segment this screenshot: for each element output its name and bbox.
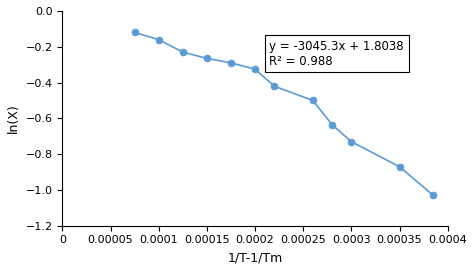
Text: y = -3045.3x + 1.8038
R² = 0.988: y = -3045.3x + 1.8038 R² = 0.988 — [269, 40, 404, 67]
Y-axis label: ln(X): ln(X) — [7, 104, 20, 133]
X-axis label: 1/T-1/Tm: 1/T-1/Tm — [228, 251, 283, 264]
